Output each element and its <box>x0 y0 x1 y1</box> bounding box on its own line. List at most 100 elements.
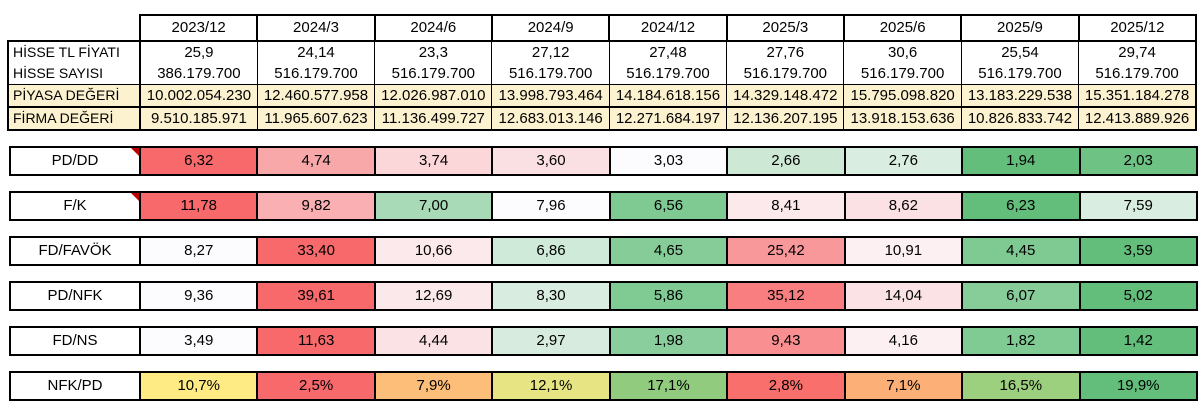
row-label[interactable]: HİSSE SAYISI <box>7 63 141 85</box>
heat-cell[interactable]: 16,5% <box>961 371 1081 401</box>
heat-cell[interactable]: 7,00 <box>373 191 494 221</box>
ratio-label[interactable]: FD/FAVÖK <box>9 236 141 266</box>
heat-cell[interactable]: 6,07 <box>961 281 1081 311</box>
period-header-cell[interactable]: 2025/3 <box>725 14 845 42</box>
heat-cell[interactable]: 19,9% <box>1078 371 1198 401</box>
heat-cell[interactable]: 10,66 <box>373 236 494 266</box>
heat-cell[interactable]: 3,49 <box>138 326 259 356</box>
heat-cell[interactable]: 5,02 <box>1078 281 1198 311</box>
value-cell[interactable]: 13.918.153.636 <box>843 107 962 131</box>
value-cell[interactable]: 15.795.098.820 <box>843 84 962 108</box>
heat-cell[interactable]: 3,74 <box>373 146 494 176</box>
heat-cell[interactable]: 33,40 <box>256 236 376 266</box>
period-header-cell[interactable]: 2024/12 <box>608 14 728 42</box>
heat-cell[interactable]: 2,76 <box>843 146 964 176</box>
value-cell[interactable]: 10.002.054.230 <box>139 84 258 108</box>
value-cell[interactable]: 27,76 <box>726 41 845 63</box>
ratio-label[interactable]: NFK/PD <box>9 371 141 401</box>
heat-cell[interactable]: 4,65 <box>608 236 729 266</box>
row-label[interactable]: FİRMA DEĞERİ <box>7 107 141 131</box>
ratio-label[interactable]: PD/DD <box>9 146 141 176</box>
value-cell[interactable]: 11.965.607.623 <box>256 107 376 131</box>
heat-cell[interactable]: 4,45 <box>961 236 1081 266</box>
period-header-cell[interactable]: 2025/6 <box>842 14 963 42</box>
heat-cell[interactable]: 14,04 <box>843 281 964 311</box>
heat-cell[interactable]: 11,63 <box>256 326 376 356</box>
heat-cell[interactable]: 10,91 <box>843 236 964 266</box>
value-cell[interactable]: 25,54 <box>960 41 1080 63</box>
heat-cell[interactable]: 2,97 <box>491 326 611 356</box>
value-cell[interactable]: 29,74 <box>1078 41 1198 63</box>
heat-cell[interactable]: 1,42 <box>1078 326 1198 356</box>
heat-cell[interactable]: 8,27 <box>138 236 259 266</box>
heat-cell[interactable]: 8,30 <box>491 281 611 311</box>
heat-cell[interactable]: 12,1% <box>491 371 611 401</box>
heat-cell[interactable]: 9,36 <box>138 281 259 311</box>
value-cell[interactable]: 12.413.889.926 <box>1078 107 1198 131</box>
value-cell[interactable]: 13.998.793.464 <box>491 84 610 108</box>
value-cell[interactable]: 516.179.700 <box>726 63 845 85</box>
heat-cell[interactable]: 2,8% <box>726 371 846 401</box>
heat-cell[interactable]: 5,86 <box>608 281 729 311</box>
value-cell[interactable]: 27,12 <box>491 41 610 63</box>
heat-cell[interactable]: 6,86 <box>491 236 611 266</box>
period-header-cell[interactable]: 2025/12 <box>1077 14 1198 42</box>
heat-cell[interactable]: 3,60 <box>491 146 611 176</box>
value-cell[interactable]: 23,3 <box>374 41 493 63</box>
heat-cell[interactable]: 2,66 <box>726 146 846 176</box>
heat-cell[interactable]: 6,32 <box>138 146 259 176</box>
heat-cell[interactable]: 7,59 <box>1078 191 1198 221</box>
value-cell[interactable]: 14.184.618.156 <box>608 84 728 108</box>
value-cell[interactable]: 12.460.577.958 <box>256 84 376 108</box>
heat-cell[interactable]: 8,62 <box>843 191 964 221</box>
value-cell[interactable]: 25,9 <box>139 41 258 63</box>
value-cell[interactable]: 15.351.184.278 <box>1078 84 1198 108</box>
value-cell[interactable]: 27,48 <box>608 41 728 63</box>
heat-cell[interactable]: 1,82 <box>961 326 1081 356</box>
heat-cell[interactable]: 8,41 <box>726 191 846 221</box>
period-header-cell[interactable]: 2024/6 <box>373 14 493 42</box>
period-header-cell[interactable]: 2024/3 <box>256 14 376 42</box>
value-cell[interactable]: 12.026.987.010 <box>374 84 493 108</box>
heat-cell[interactable]: 10,7% <box>138 371 259 401</box>
value-cell[interactable]: 386.179.700 <box>139 63 258 85</box>
value-cell[interactable]: 12.271.684.197 <box>608 107 728 131</box>
row-label[interactable]: HİSSE TL FİYATI <box>7 40 141 63</box>
heat-cell[interactable]: 7,9% <box>373 371 494 401</box>
heat-cell[interactable]: 11,78 <box>138 191 259 221</box>
value-cell[interactable]: 516.179.700 <box>608 63 728 85</box>
period-header-cell[interactable]: 2024/9 <box>490 14 611 42</box>
ratio-label[interactable]: FD/NS <box>9 326 141 356</box>
value-cell[interactable]: 516.179.700 <box>374 63 493 85</box>
row-label[interactable]: PİYASA DEĞERİ <box>7 84 141 108</box>
heat-cell[interactable]: 3,59 <box>1078 236 1198 266</box>
value-cell[interactable]: 516.179.700 <box>256 63 376 85</box>
value-cell[interactable]: 30,6 <box>843 41 962 63</box>
heat-cell[interactable]: 17,1% <box>608 371 729 401</box>
value-cell[interactable]: 13.183.229.538 <box>960 84 1080 108</box>
ratio-label[interactable]: PD/NFK <box>9 281 141 311</box>
period-header-cell[interactable]: 2023/12 <box>138 14 259 42</box>
heat-cell[interactable]: 35,12 <box>726 281 846 311</box>
heat-cell[interactable]: 12,69 <box>373 281 494 311</box>
heat-cell[interactable]: 7,96 <box>491 191 611 221</box>
period-header-cell[interactable]: 2025/9 <box>960 14 1080 42</box>
value-cell[interactable]: 9.510.185.971 <box>139 107 258 131</box>
value-cell[interactable]: 12.683.013.146 <box>491 107 610 131</box>
heat-cell[interactable]: 7,1% <box>843 371 964 401</box>
value-cell[interactable]: 24,14 <box>256 41 376 63</box>
value-cell[interactable]: 10.826.833.742 <box>960 107 1080 131</box>
value-cell[interactable]: 516.179.700 <box>960 63 1080 85</box>
heat-cell[interactable]: 1,98 <box>608 326 729 356</box>
value-cell[interactable]: 14.329.148.472 <box>726 84 845 108</box>
ratio-label[interactable]: F/K <box>9 191 141 221</box>
heat-cell[interactable]: 6,23 <box>961 191 1081 221</box>
heat-cell[interactable]: 39,61 <box>256 281 376 311</box>
heat-cell[interactable]: 2,5% <box>256 371 376 401</box>
value-cell[interactable]: 516.179.700 <box>491 63 610 85</box>
heat-cell[interactable]: 3,03 <box>608 146 729 176</box>
heat-cell[interactable]: 4,16 <box>843 326 964 356</box>
heat-cell[interactable]: 25,42 <box>726 236 846 266</box>
heat-cell[interactable]: 1,94 <box>961 146 1081 176</box>
value-cell[interactable]: 516.179.700 <box>1078 63 1198 85</box>
